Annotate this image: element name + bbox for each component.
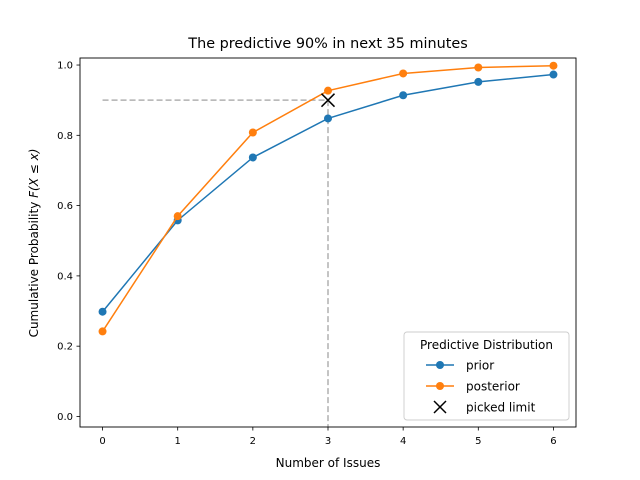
data-point-posterior [173, 212, 182, 221]
data-point-posterior [399, 69, 408, 78]
legend-picked-limit-label: picked limit [466, 401, 536, 415]
legend: Predictive Distribution prior posterior … [403, 331, 570, 421]
y-tick-label: 0.2 [57, 342, 73, 353]
picked-limit-stroke [320, 93, 336, 108]
data-point-posterior [98, 327, 107, 336]
data-point-prior [474, 77, 483, 86]
x-tick-label: 6 [550, 436, 556, 447]
y-tick-label: 0.6 [57, 201, 73, 212]
plot-area [98, 61, 558, 427]
legend-title: Predictive Distribution [420, 338, 553, 352]
data-point-posterior [474, 63, 483, 72]
data-point-prior [399, 91, 408, 100]
axis-ticks: 0 1 2 3 4 5 6 0.0 0.2 0.4 0.6 0.8 1.0 [57, 61, 557, 447]
x-tick-label: 4 [400, 436, 406, 447]
data-point-posterior [549, 61, 558, 70]
legend-prior-marker [436, 361, 444, 369]
x-tick-label: 1 [175, 436, 181, 447]
legend-posterior-marker [436, 382, 444, 390]
x-tick-label: 3 [325, 436, 331, 447]
x-axis-label: Number of Issues [276, 456, 381, 470]
y-tick-label: 0.4 [57, 271, 73, 282]
data-point-prior [324, 114, 332, 123]
data-point-posterior [248, 128, 257, 137]
data-point-prior [549, 70, 558, 79]
legend-box [403, 331, 570, 421]
y-tick-label: 0.8 [57, 131, 73, 142]
legend-prior-label: prior [466, 359, 494, 373]
x-tick-label: 0 [99, 436, 105, 447]
x-tick-label: 5 [475, 436, 481, 447]
chart-title: The predictive 90% in next 35 minutes [187, 36, 467, 52]
y-tick-label: 0.0 [57, 412, 73, 423]
picked-limit-marker [320, 93, 336, 108]
y-tick-label: 1.0 [57, 61, 73, 72]
legend-picked-limit-marker [433, 400, 447, 414]
data-point-prior [98, 307, 107, 316]
data-point-prior [248, 153, 257, 162]
x-tick-label: 2 [250, 436, 256, 447]
legend-posterior-label: posterior [466, 380, 520, 394]
data-point-posterior [324, 86, 332, 95]
y-axis-label: Cumulative Probability F(X ≤ x) [27, 149, 41, 338]
